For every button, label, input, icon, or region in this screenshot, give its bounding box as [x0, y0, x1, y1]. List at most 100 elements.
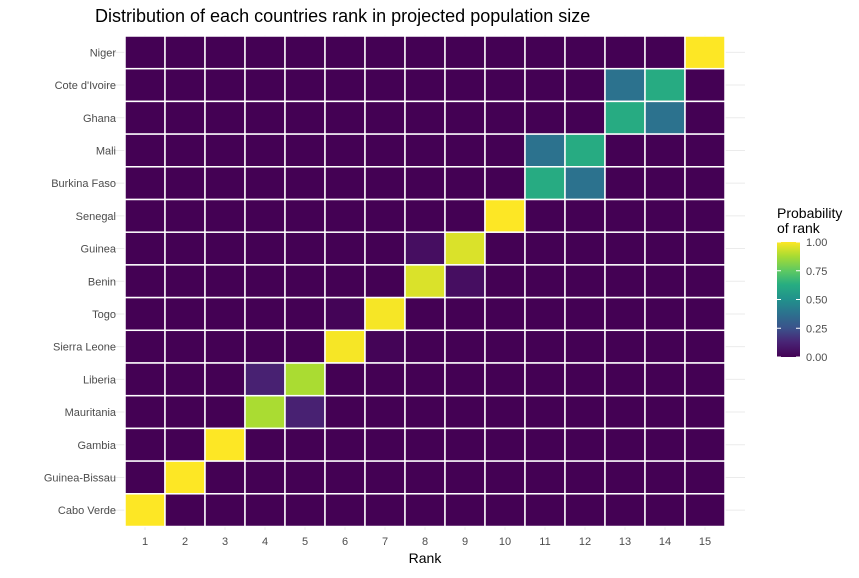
heatmap-cell: [644, 460, 686, 495]
heatmap-cell: [484, 264, 526, 299]
x-tick-label: 11: [539, 536, 550, 548]
heatmap-cell: [684, 198, 726, 233]
heatmap-cell: [444, 198, 486, 233]
heatmap-cell: [324, 67, 366, 103]
heatmap-cell: [364, 198, 406, 233]
heatmap-cell: [404, 296, 446, 332]
heatmap-cell: [404, 100, 446, 135]
heatmap-cell: [644, 296, 686, 332]
heatmap-cell: [164, 460, 206, 495]
x-tick-label: 14: [659, 536, 671, 548]
heatmap-cell: [604, 427, 646, 462]
heatmap-cell: [204, 100, 246, 135]
heatmap-cell: [324, 166, 366, 201]
heatmap-cell: [324, 329, 366, 364]
heatmap-cell: [404, 362, 446, 397]
heatmap-cell: [604, 100, 646, 135]
heatmap-cell: [444, 493, 486, 528]
heatmap-cell: [444, 329, 486, 364]
heatmap-cell: [124, 329, 166, 364]
heatmap-cell: [244, 329, 286, 364]
legend-title-line2: of rank: [777, 220, 821, 236]
heatmap-cell: [484, 329, 526, 364]
heatmap-cell: [604, 133, 646, 168]
heatmap-cell: [164, 394, 206, 430]
x-tick-label: 9: [462, 536, 468, 548]
heatmap-cell: [564, 166, 606, 201]
legend-title-line1: Probability: [777, 205, 842, 221]
heatmap-cell: [484, 394, 526, 430]
heatmap-cell: [484, 427, 526, 462]
heatmap-cell: [404, 460, 446, 495]
heatmap-cell: [284, 133, 326, 168]
heatmap-cell: [684, 264, 726, 299]
heatmap-cell: [564, 362, 606, 397]
heatmap-cell: [684, 427, 726, 462]
heatmap-cell: [644, 362, 686, 397]
heatmap-cell: [204, 394, 246, 430]
heatmap-cell: [684, 166, 726, 201]
y-tick-label: Liberia: [83, 374, 117, 386]
heatmap-cell: [164, 100, 206, 135]
heatmap-cell: [524, 329, 566, 364]
heatmap-cell: [284, 394, 326, 430]
x-tick-label: 12: [579, 536, 591, 548]
heatmap-cell: [684, 394, 726, 430]
heatmap-cell: [364, 296, 406, 332]
heatmap-cell: [524, 427, 566, 462]
heatmap-cell: [204, 264, 246, 299]
heatmap-cell: [644, 394, 686, 430]
heatmap-cell: [164, 493, 206, 528]
heatmap-cell: [364, 362, 406, 397]
heatmap-cell: [524, 35, 566, 70]
heatmap-cell: [244, 166, 286, 201]
heatmap-cell: [124, 133, 166, 168]
heatmap-cell: [604, 67, 646, 103]
heatmap-cell: [364, 427, 406, 462]
heatmap-cell: [604, 493, 646, 528]
heatmap-cell: [164, 35, 206, 70]
heatmap-cell: [364, 133, 406, 168]
heatmap-cell: [444, 460, 486, 495]
heatmap-cell: [484, 100, 526, 135]
heatmap-cell: [244, 198, 286, 233]
heatmap-cell: [364, 394, 406, 430]
legend-colorbar: [777, 242, 800, 357]
heatmap-cell: [284, 493, 326, 528]
heatmap-cell: [684, 100, 726, 135]
heatmap-cell: [124, 166, 166, 201]
heatmap-cell: [324, 264, 366, 299]
heatmap-cell: [364, 67, 406, 103]
heatmap-cell: [564, 133, 606, 168]
heatmap-cell: [644, 329, 686, 364]
heatmap-cell: [164, 296, 206, 332]
heatmap-cell: [244, 264, 286, 299]
heatmap-cell: [284, 264, 326, 299]
heatmap-cell: [484, 35, 526, 70]
heatmap-cell: [124, 35, 166, 70]
y-tick-label: Togo: [92, 309, 116, 321]
heatmap-cell: [524, 231, 566, 266]
heatmap-cell: [284, 67, 326, 103]
heatmap-cell: [284, 100, 326, 135]
heatmap-cell: [124, 460, 166, 495]
heatmap-cell: [484, 198, 526, 233]
heatmap-cell: [564, 460, 606, 495]
heatmap-cell: [524, 166, 566, 201]
heatmap-cell: [604, 231, 646, 266]
heatmap-cell: [204, 460, 246, 495]
heatmap-cell: [444, 100, 486, 135]
heatmap-cell: [284, 427, 326, 462]
heatmap-cell: [684, 460, 726, 495]
heatmap-cell: [644, 264, 686, 299]
heatmap-cell: [444, 166, 486, 201]
heatmap-cell: [404, 35, 446, 70]
heatmap-cell: [164, 166, 206, 201]
heatmap-cell: [564, 35, 606, 70]
heatmap-cell: [244, 460, 286, 495]
heatmap-cell: [484, 133, 526, 168]
x-axis-label: Rank: [409, 550, 443, 566]
heatmap-cell: [244, 35, 286, 70]
heatmap-cell: [404, 329, 446, 364]
